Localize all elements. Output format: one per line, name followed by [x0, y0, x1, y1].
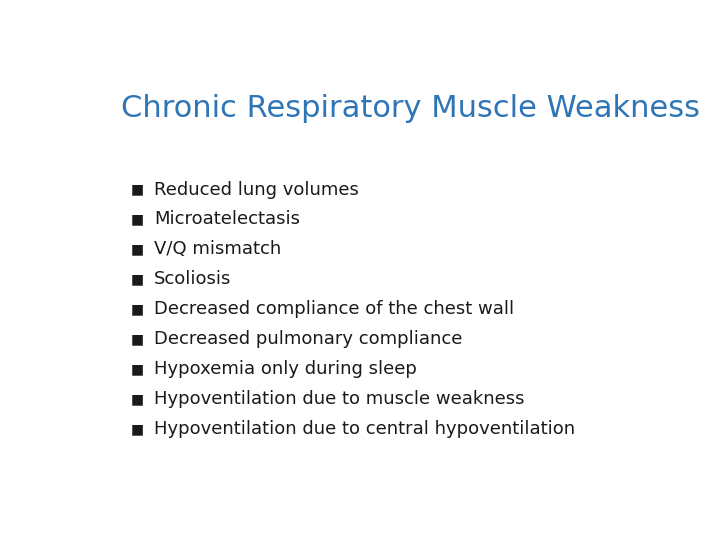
Text: ■: ■ — [131, 422, 144, 436]
Text: V/Q mismatch: V/Q mismatch — [154, 240, 282, 259]
Text: ■: ■ — [131, 302, 144, 316]
Text: Scoliosis: Scoliosis — [154, 271, 232, 288]
Text: Hypoventilation due to central hypoventilation: Hypoventilation due to central hypoventi… — [154, 420, 575, 438]
Text: Hypoxemia only during sleep: Hypoxemia only during sleep — [154, 360, 417, 378]
Text: Chronic Respiratory Muscle Weakness: Chronic Respiratory Muscle Weakness — [121, 94, 700, 123]
Text: Decreased compliance of the chest wall: Decreased compliance of the chest wall — [154, 300, 514, 318]
Text: Hypoventilation due to muscle weakness: Hypoventilation due to muscle weakness — [154, 390, 525, 408]
Text: ■: ■ — [131, 242, 144, 256]
Text: ■: ■ — [131, 392, 144, 406]
Text: Reduced lung volumes: Reduced lung volumes — [154, 180, 359, 199]
Text: ■: ■ — [131, 183, 144, 197]
Text: ■: ■ — [131, 212, 144, 226]
Text: ■: ■ — [131, 272, 144, 286]
Text: ■: ■ — [131, 332, 144, 346]
Text: Microatelectasis: Microatelectasis — [154, 211, 300, 228]
Text: Decreased pulmonary compliance: Decreased pulmonary compliance — [154, 330, 462, 348]
Text: ■: ■ — [131, 362, 144, 376]
